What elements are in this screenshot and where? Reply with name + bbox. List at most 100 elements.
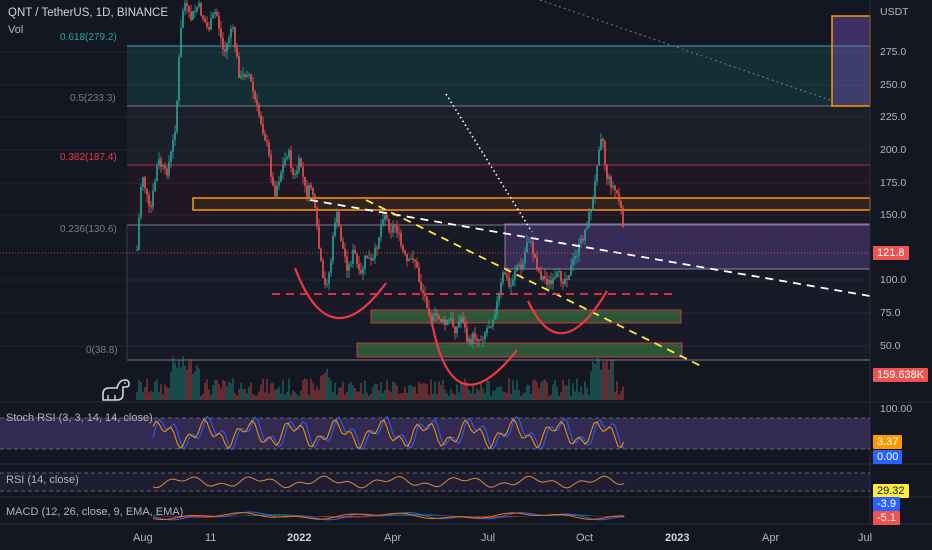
candle-body [536,257,538,269]
candle-body [406,253,408,261]
macd-hist-bar [169,516,171,517]
resistance-box[interactable] [192,197,871,211]
stoch-rsi-legend[interactable]: Stoch RSI (3, 3, 14, 14, close) [6,412,153,424]
macd-hist-bar [407,514,409,516]
volume-bar [348,383,350,400]
candle-body [542,275,544,280]
candle-body [516,266,518,271]
macd-hist-bar [557,514,559,516]
volume-bar [310,378,312,400]
candle-body [454,326,456,334]
volume-bar [262,378,264,400]
candle-body [184,2,186,11]
candle-body [620,200,622,208]
volume-bar [296,394,298,400]
dotted-trendline[interactable] [445,93,533,233]
candle-body [586,227,588,230]
candle-body [384,215,386,220]
volume-bar [246,393,248,400]
candle-body [400,232,402,246]
volume-bar [336,394,338,400]
candle-body [264,133,266,141]
volume-bar [508,378,510,400]
volume-bar [426,384,428,400]
macd-hist-bar [275,514,277,516]
candle-body [254,91,256,100]
candle-body [156,165,158,182]
volume-bar [570,395,572,400]
volume-bar [174,362,176,400]
volume-bar [580,386,582,400]
support-zone-lower[interactable] [356,342,683,358]
left-shoulder-curve[interactable] [293,267,387,320]
volume-bar [396,385,398,400]
candle-body [518,264,520,267]
macd-hist-bar [203,516,205,518]
volume-bar [480,381,482,400]
candle-body [152,191,154,208]
candle-body [386,215,388,219]
volume-bar [534,379,536,400]
candle-body [174,131,176,141]
volume-bar [536,381,538,400]
macd-hist-bar [197,516,199,518]
volume-bar [600,369,602,400]
volume-bar [288,378,290,400]
volume-bar [460,382,462,400]
candle-body [598,149,600,166]
candle-body [538,268,540,272]
macd-hist-bar [521,516,523,517]
volume-bar [184,365,186,400]
candle-body [208,27,210,30]
volume-bar [298,395,300,400]
volume-bar [186,369,188,400]
candle-body [348,264,350,271]
candle-body [272,176,274,186]
support-zone-upper[interactable] [370,309,682,324]
volume-bar [404,387,406,400]
volume-bar [226,386,228,400]
candle-body [488,327,490,329]
macd-signal-line [152,512,625,521]
macd-hist-bar [485,516,487,518]
volume-bar [502,391,504,400]
white-dashed-trendline[interactable] [309,199,871,297]
candle-body [162,165,164,167]
rsi-legend[interactable]: RSI (14, close) [6,474,79,486]
volume-bar [286,391,288,400]
yellow-dashed-trendline[interactable] [365,199,704,368]
volume-bar [568,379,570,400]
volume-bar [524,392,526,400]
macd-hist-bar [559,514,561,516]
volume-legend[interactable]: Vol [8,24,24,36]
candle-body [466,327,468,342]
macd-hist-bar [247,515,249,516]
fib-label-0236: 0.236(130.6) [60,224,117,235]
candle-body [592,197,594,211]
fib-label-05: 0.5(233.3) [70,93,116,104]
top-right-box[interactable] [831,15,871,107]
volume-bar [558,395,560,400]
macd-legend[interactable]: MACD (12, 26, close, 9, EMA, EMA) [6,506,184,518]
macd-hist-bar [193,516,195,518]
volume-bar [376,384,378,400]
candle-body [188,6,190,12]
candle-body [476,338,478,342]
volume-bar [252,394,254,400]
volume-bar [164,384,166,400]
right-shoulder-curve[interactable] [527,290,608,335]
volume-bar [398,393,400,400]
candle-body [332,236,334,262]
candle-body [274,185,276,197]
volume-bar [550,394,552,400]
volume-bar [388,390,390,400]
candle-body [318,226,320,249]
volume-bar [532,380,534,400]
symbol-title[interactable]: QNT / TetherUS, 1D, BINANCE [8,7,168,19]
volume-bar [204,382,206,400]
candle-body [248,74,250,76]
candle-body [564,278,566,284]
volume-bar [410,385,412,400]
head-curve[interactable] [428,311,518,386]
